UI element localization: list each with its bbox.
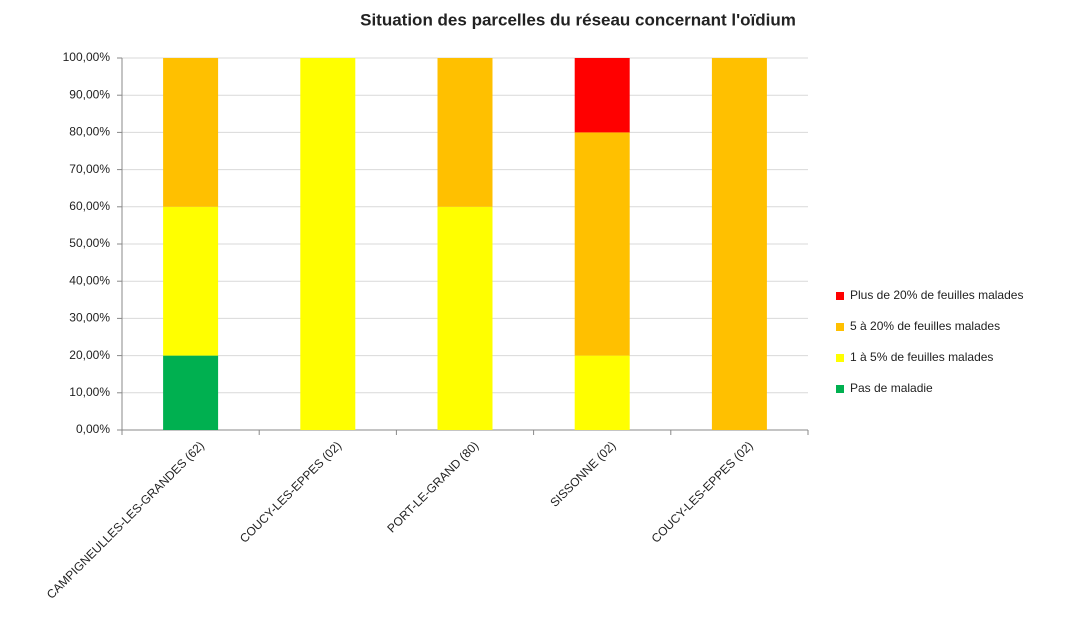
- y-tick-label: 10,00%: [69, 385, 110, 399]
- x-tick-label: COUCY-LES-EPPES (02): [237, 438, 344, 545]
- y-tick-label: 80,00%: [69, 125, 110, 139]
- y-tick-label: 90,00%: [69, 87, 110, 101]
- bar-segment: [574, 355, 630, 430]
- y-tick-label: 60,00%: [69, 199, 110, 213]
- y-tick-label: 100,00%: [63, 50, 111, 64]
- legend-label: Plus de 20% de feuilles malades: [850, 288, 1023, 302]
- legend-label: 1 à 5% de feuilles malades: [850, 350, 993, 364]
- legend-swatch: [836, 385, 844, 393]
- legend-swatch: [836, 292, 844, 300]
- y-tick-label: 40,00%: [69, 273, 110, 287]
- chart-title: Situation des parcelles du réseau concer…: [360, 10, 796, 29]
- x-tick-label: CAMPIGNEULLES-LES-GRANDES (62): [44, 438, 207, 601]
- y-tick-label: 20,00%: [69, 348, 110, 362]
- bar-segment: [574, 58, 630, 133]
- legend-swatch: [836, 354, 844, 362]
- bar-segment: [437, 58, 493, 207]
- legend-label: Pas de maladie: [850, 381, 933, 395]
- bar-segment: [711, 58, 767, 430]
- legend-label: 5 à 20% de feuilles malades: [850, 319, 1000, 333]
- bar-segment: [163, 206, 219, 356]
- y-tick-label: 50,00%: [69, 236, 110, 250]
- y-tick-label: 0,00%: [76, 422, 110, 436]
- x-tick-label: PORT-LE-GRAND (80): [384, 438, 481, 535]
- bar-segment: [574, 132, 630, 356]
- bar-segment: [163, 58, 219, 207]
- y-tick-label: 30,00%: [69, 311, 110, 325]
- x-tick-label: SISSONNE (02): [547, 438, 618, 509]
- x-tick-label: COUCY-LES-EPPES (02): [649, 438, 756, 545]
- bar-segment: [300, 58, 356, 430]
- legend-swatch: [836, 323, 844, 331]
- bar-segment: [163, 355, 219, 430]
- bar-segment: [437, 206, 493, 430]
- y-tick-label: 70,00%: [69, 162, 110, 176]
